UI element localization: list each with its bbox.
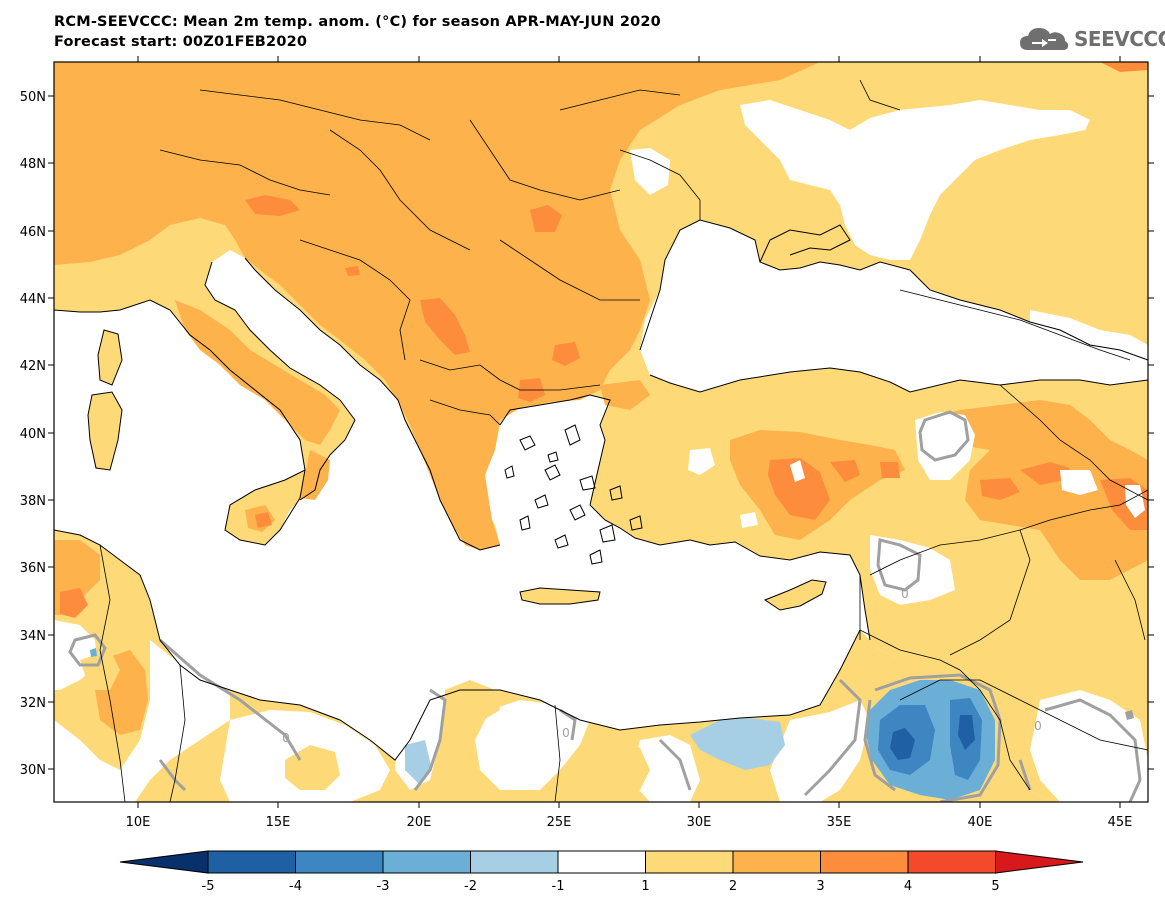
lon-tick-label: 45E <box>1108 815 1133 830</box>
colorbar-label: 1 <box>641 879 649 894</box>
colorbar-segment <box>207 850 296 874</box>
colorbar-segment <box>820 850 909 874</box>
lat-tick-label: 30N <box>20 763 46 778</box>
colorbar-arrow-right <box>995 850 1084 874</box>
colorbar-segment <box>907 850 996 874</box>
lat-tick-label: 50N <box>20 90 46 105</box>
colorbar-label: -2 <box>464 879 477 894</box>
colorbar-label: 5 <box>991 879 999 894</box>
title-line-2: Forecast start: 00Z01FEB2020 <box>54 34 308 50</box>
political-borders <box>99 79 1148 802</box>
lat-tick-label: 36N <box>20 561 46 576</box>
map-frame <box>53 61 1149 803</box>
contour-label: 0 <box>901 587 909 601</box>
coastlines <box>54 219 1148 761</box>
colorbar-label: -5 <box>202 879 215 894</box>
lat-tick-label: 42N <box>20 359 46 374</box>
colorbar-arrow-left <box>119 850 209 874</box>
colorbar-label: -1 <box>552 879 565 894</box>
map-title: RCM-SEEVCCC: Mean 2m temp. anom. (°C) fo… <box>54 12 661 52</box>
land-anomaly-neutral <box>54 100 1148 802</box>
lat-tick-label: 40N <box>20 427 46 442</box>
cloud-icon <box>1020 28 1069 50</box>
lon-axis: 10E 15E 20E 25E 30E 35E 40E 45E <box>126 56 1133 830</box>
aegean-islands <box>504 424 643 565</box>
lat-tick-label: 38N <box>20 494 46 509</box>
colorbar-segment <box>557 850 646 874</box>
lat-tick-label: 44N <box>20 292 46 307</box>
colorbar-label: 3 <box>816 879 824 894</box>
colorbar-label: -4 <box>289 879 302 894</box>
contour-label: 0 <box>562 726 570 740</box>
lat-axis: 30N 32N 34N 36N 38N 40N 42N 44N 46N 48N … <box>20 90 1154 778</box>
colorbar-segment <box>382 850 471 874</box>
lon-tick-label: 35E <box>827 815 852 830</box>
colorbar-label: 2 <box>729 879 737 894</box>
lon-tick-label: 10E <box>126 815 151 830</box>
lon-tick-label: 25E <box>547 815 572 830</box>
lat-tick-label: 46N <box>20 225 46 240</box>
logo-text: SEEVCCC <box>1074 27 1165 51</box>
colorbar: -5 -4 -3 -2 -1 1 2 3 4 5 <box>119 850 1084 894</box>
seevccc-logo: SEEVCCC <box>1018 22 1165 56</box>
contour-label: 0 <box>282 731 290 745</box>
lon-tick-label: 30E <box>687 815 712 830</box>
lat-tick-label: 32N <box>20 696 46 711</box>
lon-tick-label: 20E <box>407 815 432 830</box>
colorbar-segment <box>645 850 734 874</box>
colorbar-label: -3 <box>377 879 390 894</box>
title-line-1: RCM-SEEVCCC: Mean 2m temp. anom. (°C) fo… <box>54 14 661 30</box>
colorbar-label: 4 <box>904 879 912 894</box>
map-area: 0 0 0 0 <box>54 62 1148 802</box>
colorbar-segment <box>732 850 821 874</box>
colorbar-segment <box>295 850 384 874</box>
lat-tick-label: 48N <box>20 157 46 172</box>
colorbar-segment <box>470 850 559 874</box>
contour-label: 0 <box>1034 719 1042 733</box>
lon-tick-label: 40E <box>968 815 993 830</box>
lat-tick-label: 34N <box>20 629 46 644</box>
lon-tick-label: 15E <box>266 815 291 830</box>
negative-anomaly <box>90 648 1134 800</box>
contour-labels: 0 0 0 0 <box>282 587 1042 745</box>
